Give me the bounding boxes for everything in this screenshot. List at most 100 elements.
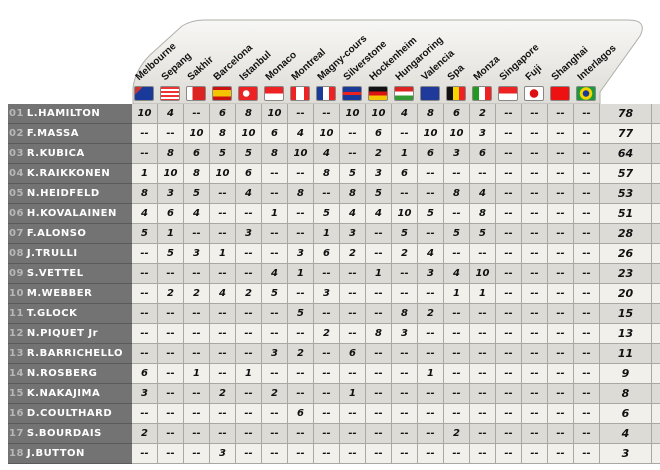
points-cell: 6 xyxy=(158,204,184,224)
points-cell: -- xyxy=(470,364,496,384)
points-cell: 4 xyxy=(470,184,496,204)
driver-name: L.HAMILTON xyxy=(26,108,101,119)
points-cell: -- xyxy=(548,204,574,224)
points-cell: -- xyxy=(522,384,548,404)
position: 15 xyxy=(9,388,24,399)
points-cell: -- xyxy=(496,324,522,344)
points-cell: 1 xyxy=(262,204,288,224)
points-cell: 2 xyxy=(210,384,236,404)
points-cell: -- xyxy=(496,164,522,184)
points-cell: -- xyxy=(444,404,470,424)
table-row: 07 F.ALONSO 5 1 -- -- 3 -- -- 1 3 -- 5 -- 5 5 -- -- -- -- 28 xyxy=(8,224,660,244)
points-cell: -- xyxy=(496,364,522,384)
points-cell: 5 xyxy=(184,184,210,204)
points-cell: -- xyxy=(158,444,184,464)
points-cell: 10 xyxy=(236,124,262,144)
points-cell: -- xyxy=(288,164,314,184)
points-cell: -- xyxy=(132,444,158,464)
points-cell: -- xyxy=(314,364,340,384)
position: 14 xyxy=(9,368,24,379)
points-cell: 4 xyxy=(236,184,262,204)
points-cell: -- xyxy=(418,184,444,204)
points-cell: -- xyxy=(574,444,600,464)
position: 16 xyxy=(9,408,24,419)
total-points: 9 xyxy=(600,364,652,384)
table-row: 15 K.NAKAJIMA 3 -- -- 2 -- 2 -- -- 1 -- -- -- -- -- -- --… xyxy=(8,384,660,404)
points-cell: -- xyxy=(418,324,444,344)
belgium-flag-icon xyxy=(446,86,466,101)
row-end xyxy=(652,404,660,424)
driver-name-cell: 10 M.WEBBER xyxy=(8,284,132,304)
points-cell: 6 xyxy=(210,104,236,124)
points-cell: 6 xyxy=(184,144,210,164)
points-cell: 4 xyxy=(314,144,340,164)
driver-name-cell: 07 F.ALONSO xyxy=(8,224,132,244)
points-cell: 5 xyxy=(444,224,470,244)
position: 08 xyxy=(9,248,24,259)
points-cell: -- xyxy=(574,264,600,284)
points-cell: -- xyxy=(574,244,600,264)
points-cell: 5 xyxy=(392,224,418,244)
points-cell: -- xyxy=(236,264,262,284)
points-cell: -- xyxy=(574,344,600,364)
row-end xyxy=(652,104,660,124)
points-cell: -- xyxy=(210,404,236,424)
row-end xyxy=(652,424,660,444)
points-cell: -- xyxy=(210,424,236,444)
total-points: 15 xyxy=(600,304,652,324)
points-cell: -- xyxy=(366,444,392,464)
points-cell: 8 xyxy=(262,144,288,164)
points-cell: -- xyxy=(366,284,392,304)
points-cell: 5 xyxy=(418,204,444,224)
points-cell: 4 xyxy=(366,204,392,224)
points-cell: -- xyxy=(574,204,600,224)
points-cell: -- xyxy=(522,204,548,224)
points-cell: 1 xyxy=(366,264,392,284)
row-end xyxy=(652,264,660,284)
points-cell: -- xyxy=(262,444,288,464)
points-cell: -- xyxy=(418,164,444,184)
driver-name-cell: 03 R.KUBICA xyxy=(8,144,132,164)
points-cell: 8 xyxy=(392,304,418,324)
points-cell: 5 xyxy=(470,224,496,244)
points-cell: -- xyxy=(366,404,392,424)
points-cell: 6 xyxy=(418,144,444,164)
points-cell: -- xyxy=(262,324,288,344)
points-cell: -- xyxy=(262,424,288,444)
driver-name: M.WEBBER xyxy=(26,288,93,299)
points-cell: -- xyxy=(418,224,444,244)
driver-name-cell: 18 J.BUTTON xyxy=(8,444,132,464)
points-cell: 5 xyxy=(132,224,158,244)
driver-name-cell: 09 S.VETTEL xyxy=(8,264,132,284)
total-points: 8 xyxy=(600,384,652,404)
points-cell: -- xyxy=(184,224,210,244)
points-cell: -- xyxy=(184,444,210,464)
points-cell: -- xyxy=(496,224,522,244)
points-cell: 4 xyxy=(288,124,314,144)
row-end xyxy=(652,344,660,364)
points-cell: -- xyxy=(288,424,314,444)
points-cell: 4 xyxy=(132,204,158,224)
points-cell: 4 xyxy=(262,264,288,284)
table-row: 01 L.HAMILTON 10 4 -- 6 8 10 -- -- 10 10 4 8 6 2 -- -- -- -… xyxy=(8,104,660,124)
position: 12 xyxy=(9,328,24,339)
points-cell: -- xyxy=(470,344,496,364)
points-cell: -- xyxy=(158,384,184,404)
points-cell: 3 xyxy=(288,244,314,264)
points-cell: -- xyxy=(340,144,366,164)
points-cell: -- xyxy=(158,324,184,344)
points-cell: 8 xyxy=(132,184,158,204)
points-cell: -- xyxy=(522,164,548,184)
points-cell: -- xyxy=(574,364,600,384)
points-cell: -- xyxy=(288,444,314,464)
points-cell: -- xyxy=(314,104,340,124)
points-cell: -- xyxy=(158,404,184,424)
position: 01 xyxy=(9,108,24,119)
points-cell: -- xyxy=(366,244,392,264)
driver-name: J.BUTTON xyxy=(26,448,85,459)
points-cell: 2 xyxy=(418,304,444,324)
points-cell: 5 xyxy=(340,164,366,184)
points-cell: -- xyxy=(366,224,392,244)
points-cell: -- xyxy=(288,204,314,224)
driver-name-cell: 13 R.BARRICHELLO xyxy=(8,344,132,364)
